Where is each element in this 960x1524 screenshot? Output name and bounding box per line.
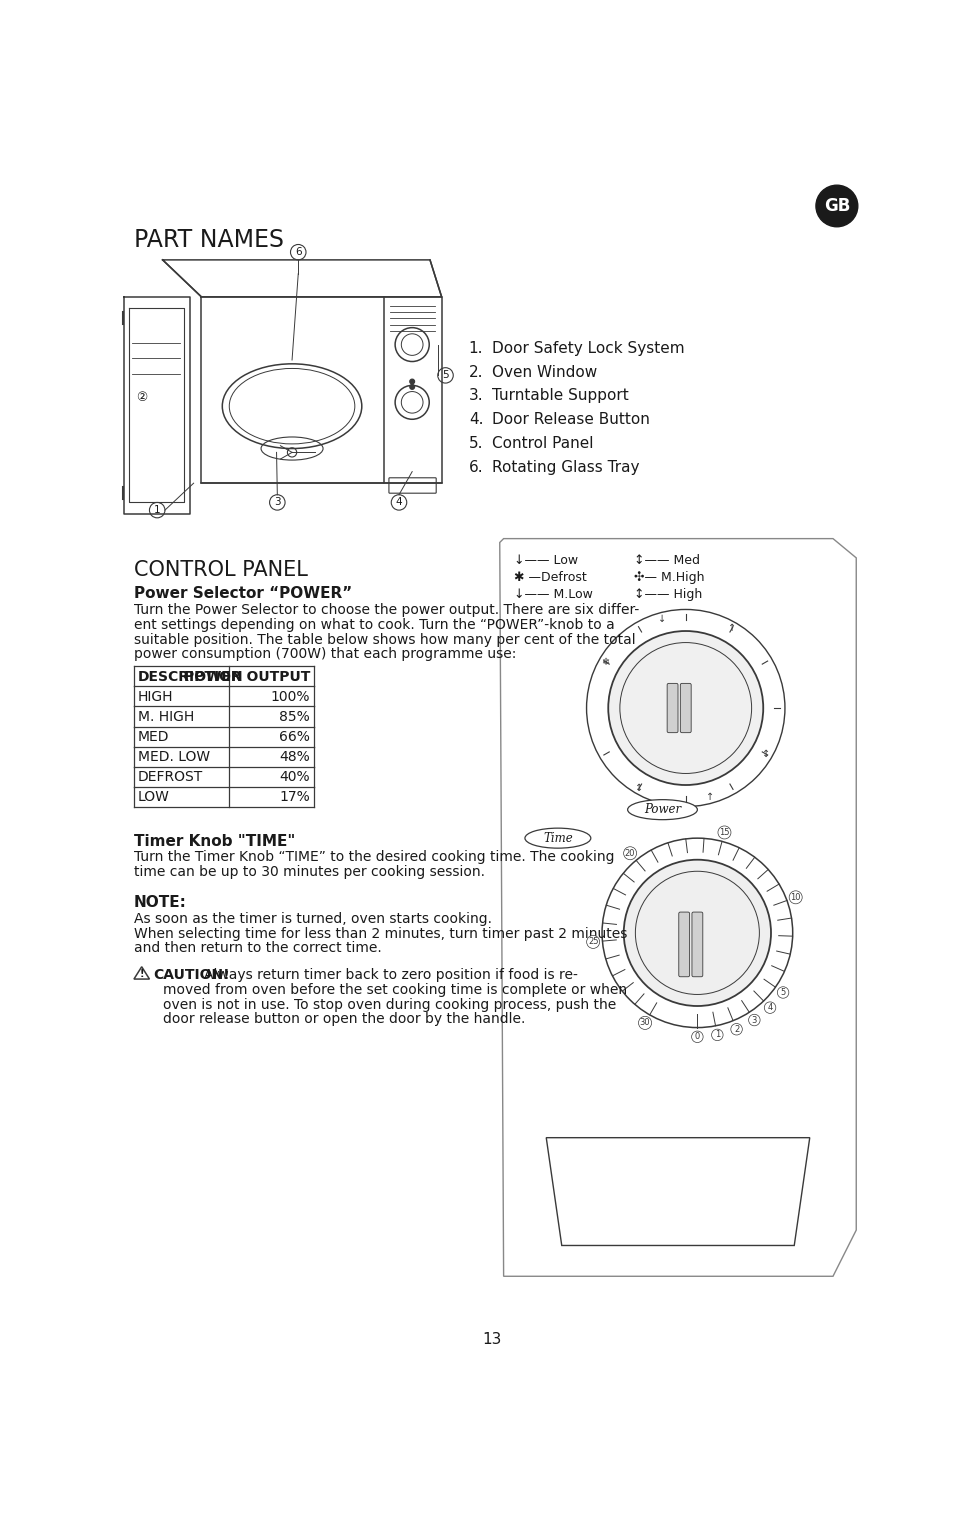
Text: 48%: 48% [279, 750, 310, 765]
Circle shape [816, 186, 858, 227]
Polygon shape [546, 1138, 809, 1245]
FancyBboxPatch shape [692, 911, 703, 977]
Circle shape [624, 860, 771, 1006]
Text: 1: 1 [714, 1030, 720, 1039]
Text: ↑: ↑ [706, 792, 714, 802]
Text: ↑: ↑ [729, 623, 736, 632]
Circle shape [609, 631, 763, 785]
Text: CONTROL PANEL: CONTROL PANEL [134, 561, 308, 581]
Polygon shape [500, 538, 856, 1276]
Text: 15: 15 [719, 828, 730, 837]
Text: ✣— M.High: ✣— M.High [634, 572, 705, 584]
FancyBboxPatch shape [679, 911, 689, 977]
Text: ❄: ❄ [601, 657, 610, 668]
Text: 2: 2 [734, 1024, 739, 1033]
Text: Power Selector “POWER”: Power Selector “POWER” [134, 585, 352, 600]
Text: ↕: ↕ [636, 783, 643, 792]
Text: door release button or open the door by the handle.: door release button or open the door by … [162, 1012, 525, 1026]
Text: Timer Knob "TIME": Timer Knob "TIME" [134, 834, 296, 849]
Text: Turn the Timer Knob “TIME” to the desired cooking time. The cooking: Turn the Timer Knob “TIME” to the desire… [134, 850, 614, 864]
Text: 6: 6 [295, 247, 301, 258]
Text: 10: 10 [790, 893, 801, 902]
Text: 30: 30 [639, 1018, 650, 1027]
Text: oven is not in use. To stop oven during cooking process, push the: oven is not in use. To stop oven during … [162, 998, 616, 1012]
Text: Door Safety Lock System: Door Safety Lock System [492, 341, 684, 355]
Text: ↕—— High: ↕—— High [634, 588, 702, 600]
Text: 6.: 6. [468, 460, 484, 475]
Text: ✱ —Defrost: ✱ —Defrost [514, 572, 587, 584]
Text: moved from oven before the set cooking time is complete or when: moved from oven before the set cooking t… [162, 983, 627, 997]
Text: 4: 4 [396, 497, 402, 507]
Text: 3.: 3. [468, 389, 484, 404]
Text: ↕—— Med: ↕—— Med [634, 555, 700, 567]
Text: DEFROST: DEFROST [138, 771, 204, 785]
Ellipse shape [525, 828, 590, 849]
Text: Always return timer back to zero position if food is re-: Always return timer back to zero positio… [204, 968, 578, 983]
Text: Rotating Glass Tray: Rotating Glass Tray [492, 460, 639, 475]
Text: 25: 25 [588, 937, 598, 946]
Text: 4: 4 [767, 1003, 773, 1012]
Text: 85%: 85% [279, 710, 310, 724]
Text: 66%: 66% [279, 730, 310, 744]
Text: 40%: 40% [279, 771, 310, 785]
Text: Time: Time [543, 832, 573, 844]
Text: LOW: LOW [138, 791, 170, 805]
Text: When selecting time for less than 2 minutes, turn timer past 2 minutes: When selecting time for less than 2 minu… [134, 927, 627, 940]
FancyBboxPatch shape [681, 683, 691, 733]
Text: suitable position. The table below shows how many per cent of the total: suitable position. The table below shows… [134, 632, 636, 646]
Text: ↓—— Low: ↓—— Low [514, 555, 578, 567]
Text: Door Release Button: Door Release Button [492, 413, 650, 427]
Text: 3: 3 [274, 497, 280, 507]
Circle shape [410, 379, 415, 384]
Text: 0: 0 [695, 1032, 700, 1041]
Circle shape [410, 384, 415, 389]
FancyBboxPatch shape [667, 683, 678, 733]
Text: Oven Window: Oven Window [492, 364, 597, 379]
Text: Control Panel: Control Panel [492, 436, 593, 451]
Text: MED. LOW: MED. LOW [138, 750, 210, 765]
Text: 17%: 17% [279, 791, 310, 805]
Text: 13: 13 [482, 1332, 502, 1347]
Text: CAUTION!: CAUTION! [154, 968, 230, 983]
Text: !: ! [139, 969, 144, 980]
Text: Turn the Power Selector to choose the power output. There are six differ-: Turn the Power Selector to choose the po… [134, 604, 639, 617]
Text: 5.: 5. [468, 436, 483, 451]
Text: POWER OUTPUT: POWER OUTPUT [183, 671, 310, 684]
Text: ↓—— M.Low: ↓—— M.Low [514, 588, 592, 600]
Text: ent settings depending on what to cook. Turn the “POWER”-knob to a: ent settings depending on what to cook. … [134, 617, 614, 632]
Text: Turntable Support: Turntable Support [492, 389, 629, 404]
Text: 1.: 1. [468, 341, 483, 355]
Text: Power: Power [644, 803, 681, 817]
Text: PART NAMES: PART NAMES [134, 227, 284, 251]
Text: and then return to the correct time.: and then return to the correct time. [134, 942, 382, 956]
Text: NOTE:: NOTE: [134, 895, 187, 910]
Text: 1: 1 [154, 504, 160, 515]
Text: HIGH: HIGH [138, 690, 174, 704]
Text: 20: 20 [625, 849, 636, 858]
Text: 4.: 4. [468, 413, 483, 427]
Text: M. HIGH: M. HIGH [138, 710, 194, 724]
Text: 5: 5 [443, 370, 449, 381]
Text: time can be up to 30 minutes per cooking session.: time can be up to 30 minutes per cooking… [134, 866, 485, 879]
Text: power consumption (700W) that each programme use:: power consumption (700W) that each progr… [134, 648, 516, 661]
Text: 5: 5 [780, 988, 785, 997]
Text: 3: 3 [752, 1015, 757, 1024]
Text: 100%: 100% [271, 690, 310, 704]
Text: DESCRIPTION: DESCRIPTION [138, 671, 244, 684]
Text: MED: MED [138, 730, 169, 744]
Text: As soon as the timer is turned, oven starts cooking.: As soon as the timer is turned, oven sta… [134, 911, 492, 927]
Text: ②: ② [136, 392, 147, 404]
Text: GB: GB [824, 197, 850, 215]
Text: ↕: ↕ [762, 750, 770, 759]
Text: ↓: ↓ [658, 614, 665, 623]
Text: 2.: 2. [468, 364, 483, 379]
Ellipse shape [628, 800, 697, 820]
